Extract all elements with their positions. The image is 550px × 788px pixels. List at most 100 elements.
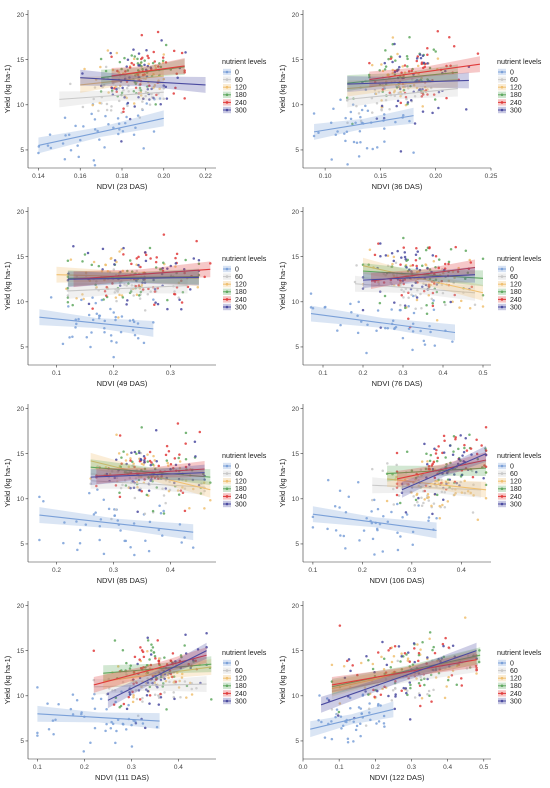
legend-key-point [225, 267, 229, 271]
data-point [454, 492, 457, 495]
data-point [94, 283, 97, 287]
data-point [99, 697, 103, 701]
data-point [144, 666, 147, 669]
data-point [435, 459, 439, 463]
data-point [433, 476, 437, 479]
data-point [95, 280, 98, 283]
data-point [413, 696, 417, 699]
data-point [408, 268, 411, 271]
data-point [183, 271, 186, 275]
data-point [109, 726, 113, 730]
fit-line [90, 472, 205, 478]
data-point [399, 101, 403, 105]
data-point [184, 431, 188, 435]
data-point [422, 61, 426, 65]
data-point [379, 326, 382, 329]
data-point [162, 87, 166, 90]
legend-key-point [500, 669, 504, 672]
data-point [116, 290, 120, 293]
data-point [379, 242, 382, 245]
data-point [128, 259, 132, 262]
data-point [37, 145, 41, 148]
data-point [365, 351, 368, 355]
y-tick-label: 10 [292, 299, 300, 306]
data-point [415, 86, 419, 90]
data-point [139, 458, 143, 462]
data-point [403, 651, 407, 655]
data-point [420, 696, 424, 700]
data-point [142, 147, 145, 150]
data-point [134, 74, 137, 77]
data-point [410, 293, 413, 297]
x-tick-label: 0.4 [174, 764, 183, 771]
data-point [407, 296, 410, 299]
data-point [151, 61, 155, 65]
data-point [107, 507, 111, 511]
data-point [382, 514, 385, 518]
data-point [164, 43, 168, 47]
data-point [195, 239, 198, 243]
data-point [395, 69, 399, 73]
data-point [372, 688, 375, 692]
data-point [449, 300, 452, 304]
data-point [404, 95, 408, 99]
data-point [342, 534, 346, 538]
data-point [470, 453, 473, 456]
data-point [103, 290, 107, 293]
data-point [146, 677, 149, 680]
data-point [389, 57, 393, 60]
data-point [376, 689, 379, 693]
data-point [165, 459, 169, 462]
data-point [93, 86, 97, 89]
data-point [174, 86, 177, 90]
legend-label: 0 [235, 266, 239, 273]
data-point [334, 529, 338, 532]
data-point [161, 266, 164, 270]
legend-label: 120 [510, 85, 522, 92]
data-point [172, 92, 175, 95]
data-point [429, 453, 433, 457]
fit-line [38, 117, 164, 146]
x-tick-label: 0.25 [485, 173, 498, 180]
data-point [172, 675, 176, 678]
data-point [144, 253, 148, 257]
data-point [464, 277, 467, 280]
data-point [401, 65, 404, 68]
data-point [42, 499, 45, 503]
legend-key-point [500, 692, 504, 695]
data-point [437, 671, 441, 675]
data-point [107, 122, 110, 126]
data-point [66, 286, 70, 290]
data-point [428, 66, 432, 70]
data-point [149, 66, 153, 69]
data-point [160, 668, 164, 672]
data-point [97, 109, 100, 113]
data-point [154, 266, 158, 269]
data-point [133, 496, 137, 500]
data-point [124, 484, 128, 487]
x-tick-label: 0.3 [166, 370, 175, 377]
data-point [209, 499, 212, 502]
data-point [341, 724, 345, 727]
data-point [104, 114, 107, 118]
legend-key-point [500, 699, 504, 703]
data-point [399, 660, 402, 663]
legend-label: 240 [510, 691, 522, 698]
data-point [110, 105, 113, 108]
data-point [183, 680, 187, 683]
data-point [134, 722, 138, 725]
data-point [144, 94, 147, 98]
data-point [183, 97, 186, 100]
data-point [388, 91, 391, 95]
data-point [398, 279, 402, 282]
data-point [334, 133, 338, 137]
data-point [433, 282, 436, 285]
data-point [416, 643, 419, 646]
data-point [93, 118, 97, 121]
data-point [364, 724, 368, 727]
data-point [430, 504, 433, 508]
x-tick-label: 0.10 [319, 173, 332, 180]
data-point [442, 655, 446, 659]
data-point [103, 327, 106, 330]
data-point [129, 457, 132, 460]
